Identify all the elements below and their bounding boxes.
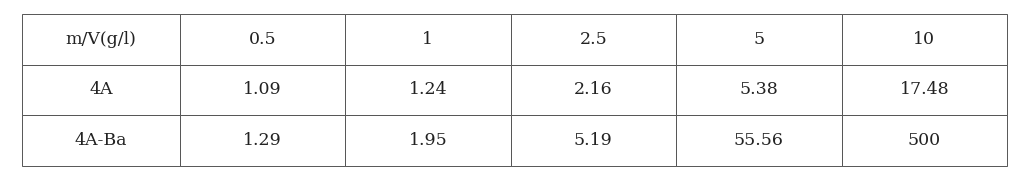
Bar — [22, 14, 180, 65]
Bar — [842, 115, 1007, 166]
Bar — [510, 14, 676, 65]
Bar — [510, 115, 676, 166]
Text: 10: 10 — [914, 31, 935, 48]
Bar — [676, 14, 842, 65]
Text: 0.5: 0.5 — [249, 31, 276, 48]
Bar — [345, 65, 510, 115]
Text: 55.56: 55.56 — [734, 132, 784, 149]
Bar — [842, 65, 1007, 115]
Bar — [180, 14, 345, 65]
Bar — [345, 115, 510, 166]
Text: 5.19: 5.19 — [574, 132, 612, 149]
Text: 2.5: 2.5 — [579, 31, 607, 48]
Text: 5: 5 — [753, 31, 765, 48]
Text: 500: 500 — [908, 132, 941, 149]
Bar — [180, 65, 345, 115]
Text: 5.38: 5.38 — [740, 82, 778, 98]
Text: 4A-Ba: 4A-Ba — [74, 132, 127, 149]
Text: 1.09: 1.09 — [243, 82, 282, 98]
Bar — [676, 65, 842, 115]
Text: 1.29: 1.29 — [243, 132, 282, 149]
Bar — [842, 14, 1007, 65]
Text: 2.16: 2.16 — [574, 82, 612, 98]
Bar — [345, 14, 510, 65]
Bar — [22, 115, 180, 166]
Bar — [510, 65, 676, 115]
Text: 4A: 4A — [90, 82, 112, 98]
Text: 17.48: 17.48 — [899, 82, 949, 98]
Bar — [180, 115, 345, 166]
Text: 1.95: 1.95 — [409, 132, 448, 149]
Text: 1.24: 1.24 — [409, 82, 448, 98]
Text: m/V(g/l): m/V(g/l) — [66, 31, 136, 48]
Bar — [22, 65, 180, 115]
Bar — [676, 115, 842, 166]
Text: 1: 1 — [422, 31, 433, 48]
